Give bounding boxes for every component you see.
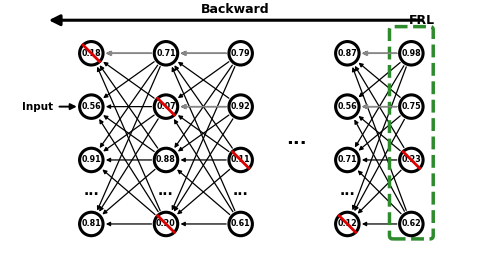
Circle shape xyxy=(336,42,359,65)
Text: ...: ... xyxy=(233,184,248,198)
Text: ...: ... xyxy=(339,184,355,198)
Circle shape xyxy=(336,95,359,118)
Circle shape xyxy=(80,95,103,118)
Circle shape xyxy=(154,42,178,65)
Text: Input: Input xyxy=(22,102,53,112)
Text: 0.56: 0.56 xyxy=(82,102,101,111)
Circle shape xyxy=(336,148,359,172)
Text: 0.61: 0.61 xyxy=(231,219,250,228)
Circle shape xyxy=(154,212,178,236)
Text: 0.12: 0.12 xyxy=(338,219,357,228)
Circle shape xyxy=(229,42,252,65)
Circle shape xyxy=(400,42,423,65)
Text: 0.56: 0.56 xyxy=(338,102,357,111)
Text: 0.98: 0.98 xyxy=(401,49,421,58)
Text: Backward: Backward xyxy=(201,3,270,16)
Circle shape xyxy=(229,95,252,118)
Circle shape xyxy=(80,42,103,65)
Text: 0.81: 0.81 xyxy=(82,219,101,228)
Circle shape xyxy=(336,212,359,236)
Circle shape xyxy=(400,95,423,118)
Text: ...: ... xyxy=(84,184,99,198)
Text: 0.18: 0.18 xyxy=(82,49,101,58)
Text: ...: ... xyxy=(286,130,307,148)
Circle shape xyxy=(229,212,252,236)
Text: 0.07: 0.07 xyxy=(156,102,176,111)
Circle shape xyxy=(154,95,178,118)
Circle shape xyxy=(229,148,252,172)
Text: 0.87: 0.87 xyxy=(338,49,357,58)
Text: 0.79: 0.79 xyxy=(231,49,250,58)
Text: 0.91: 0.91 xyxy=(82,155,101,164)
Circle shape xyxy=(154,148,178,172)
Text: 0.71: 0.71 xyxy=(156,49,176,58)
Text: 0.62: 0.62 xyxy=(401,219,421,228)
Text: 0.75: 0.75 xyxy=(401,102,421,111)
Text: FRL: FRL xyxy=(409,14,435,27)
Text: 0.92: 0.92 xyxy=(231,102,250,111)
Text: 0.88: 0.88 xyxy=(156,155,176,164)
Text: 0.11: 0.11 xyxy=(231,155,250,164)
Circle shape xyxy=(400,212,423,236)
Circle shape xyxy=(400,148,423,172)
Text: 0.23: 0.23 xyxy=(401,155,421,164)
Circle shape xyxy=(80,212,103,236)
Text: 0.71: 0.71 xyxy=(338,155,357,164)
Circle shape xyxy=(80,148,103,172)
Text: 0.20: 0.20 xyxy=(156,219,176,228)
Text: ...: ... xyxy=(158,184,174,198)
